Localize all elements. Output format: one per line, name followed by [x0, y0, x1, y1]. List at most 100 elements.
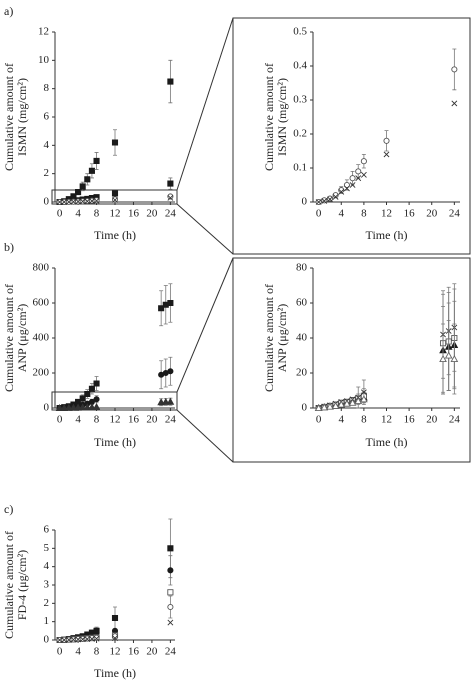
- x-axis-title: Time (h): [94, 666, 136, 680]
- zoom-connector: [176, 257, 234, 393]
- data-point: [111, 614, 119, 622]
- x-tick-label: 12: [110, 646, 121, 658]
- data-point: [89, 635, 95, 642]
- data-point: [78, 403, 87, 411]
- y-tick-label: 0.5: [293, 26, 307, 38]
- data-point: [74, 403, 82, 411]
- x-tick-label: 8: [94, 646, 100, 658]
- data-point: [75, 189, 82, 196]
- y-axis-title: ANP (μg/cm²): [15, 304, 29, 373]
- data-point: [65, 636, 72, 643]
- data-point: [65, 198, 72, 205]
- y-axis-title: FD-4 (μg/cm²): [15, 550, 29, 620]
- y-axis-title: Cumulative amount of: [2, 63, 16, 171]
- data-point: [93, 635, 100, 642]
- data-point: [167, 604, 174, 610]
- data-point: [61, 199, 68, 205]
- data-point: [444, 351, 453, 359]
- x-tick-label: 0: [316, 208, 322, 220]
- x-tick-label: 8: [361, 414, 367, 426]
- data-point: [451, 66, 458, 73]
- x-tick-label: 16: [128, 646, 140, 658]
- y-tick-label: 6: [44, 111, 50, 123]
- data-point: [88, 403, 96, 411]
- data-point: [83, 403, 92, 411]
- x-tick-label: 16: [404, 414, 416, 426]
- inset-frame: [232, 17, 471, 255]
- y-tick-label: 0: [302, 402, 308, 414]
- data-point: [161, 397, 170, 405]
- y-tick-label: 40: [296, 332, 308, 344]
- data-point: [88, 398, 95, 405]
- data-point: [337, 400, 346, 408]
- data-point: [167, 78, 174, 85]
- data-point: [88, 167, 95, 174]
- data-point: [360, 158, 367, 165]
- x-tick-label: 20: [426, 414, 438, 426]
- data-point: [167, 368, 174, 375]
- y-tick-label: 800: [33, 262, 50, 274]
- inset-frame: [232, 257, 471, 463]
- data-point: [93, 634, 100, 641]
- data-point: [89, 198, 95, 204]
- y-tick-label: 0.1: [293, 162, 307, 174]
- y-tick-label: 6: [44, 524, 50, 536]
- data-point: [321, 198, 328, 204]
- x-tick-label: 12: [381, 414, 392, 426]
- y-tick-label: 0.2: [293, 128, 307, 140]
- data-point: [326, 195, 334, 202]
- x-tick-label: 4: [75, 414, 81, 426]
- data-point: [343, 399, 351, 407]
- y-tick-label: 0: [44, 196, 50, 208]
- data-point: [79, 636, 86, 643]
- data-point: [69, 403, 78, 411]
- x-tick-label: 4: [339, 414, 345, 426]
- data-point: [111, 190, 119, 197]
- x-tick-label: 24: [165, 414, 177, 426]
- panel-label: a): [4, 4, 13, 18]
- data-point: [383, 137, 390, 144]
- data-point: [167, 180, 174, 187]
- y-tick-label: 8: [44, 82, 50, 94]
- x-tick-label: 8: [94, 414, 100, 426]
- y-tick-label: 4: [44, 560, 50, 572]
- y-tick-label: 3: [44, 579, 50, 591]
- data-point: [451, 100, 458, 107]
- data-point: [93, 157, 100, 164]
- data-point: [88, 385, 95, 392]
- data-point: [320, 403, 329, 411]
- y-tick-label: 1: [44, 615, 50, 627]
- y-tick-label: 0: [44, 634, 50, 646]
- data-point: [64, 403, 73, 411]
- data-point: [79, 395, 86, 402]
- zoom-connector: [176, 17, 234, 191]
- x-tick-label: 0: [316, 414, 322, 426]
- data-point: [327, 196, 333, 203]
- x-tick-label: 16: [128, 208, 140, 220]
- data-point: [338, 188, 345, 195]
- x-tick-label: 4: [75, 646, 81, 658]
- data-point: [314, 403, 323, 412]
- y-tick-label: 2: [44, 167, 50, 179]
- data-point: [326, 402, 334, 410]
- data-point: [321, 197, 328, 204]
- y-tick-label: 600: [33, 297, 50, 309]
- x-tick-label: 12: [110, 414, 121, 426]
- x-tick-label: 16: [404, 208, 416, 220]
- x-axis-title: Time (h): [366, 228, 408, 242]
- data-point: [79, 183, 86, 190]
- data-point: [315, 199, 322, 205]
- data-point: [56, 637, 63, 643]
- y-axis-title: ISMN (mg/cm²): [15, 78, 29, 156]
- data-point: [439, 354, 447, 363]
- data-point: [56, 199, 63, 205]
- data-point: [349, 182, 356, 188]
- data-point: [111, 633, 119, 640]
- y-tick-label: 0.3: [293, 94, 307, 106]
- data-point: [355, 168, 362, 175]
- y-axis-title: Cumulative amount of: [2, 284, 16, 392]
- x-tick-label: 24: [165, 208, 177, 220]
- y-tick-label: 400: [33, 332, 50, 344]
- x-tick-label: 12: [381, 208, 392, 220]
- x-tick-label: 16: [128, 414, 140, 426]
